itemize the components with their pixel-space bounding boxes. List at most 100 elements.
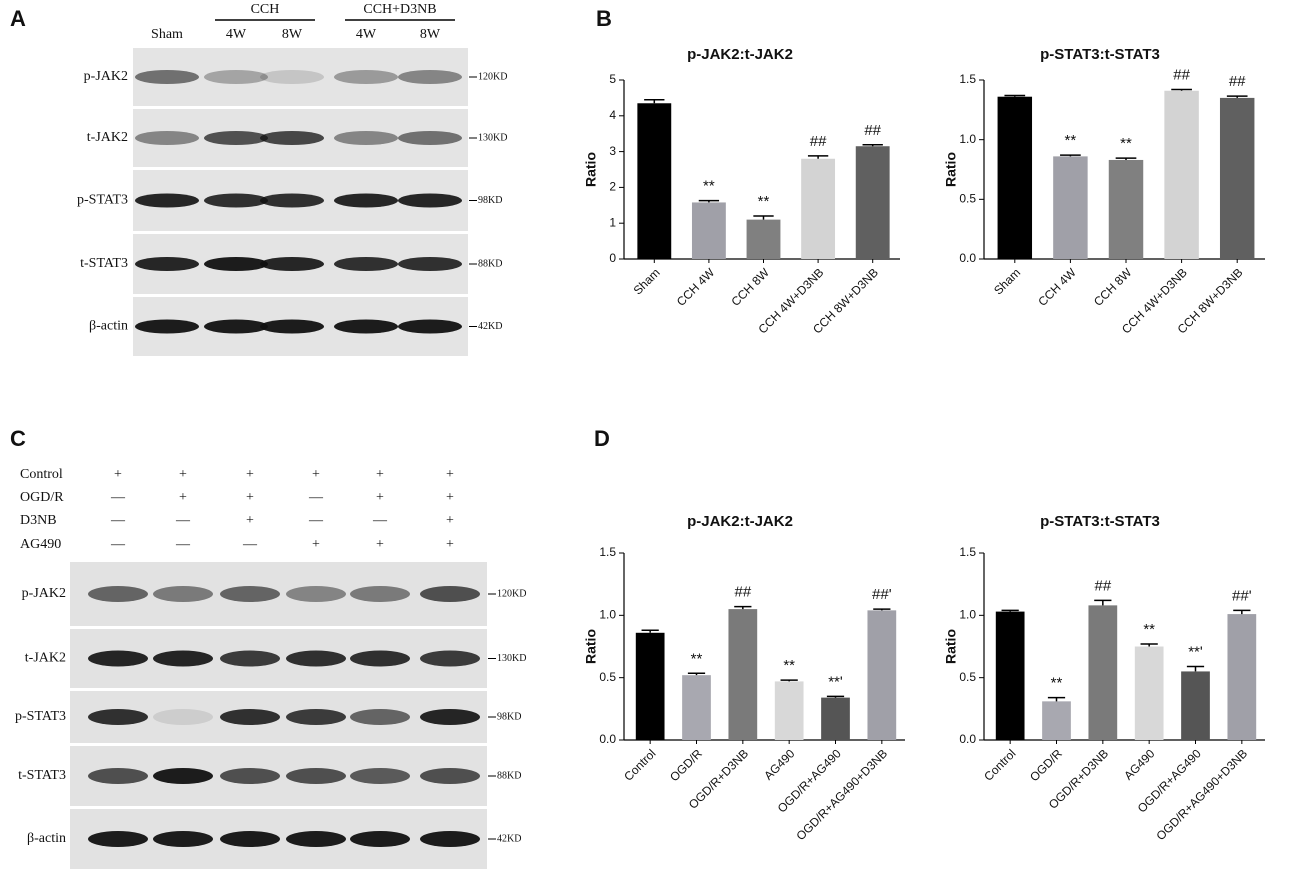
y-tick-label: 0.5	[959, 670, 976, 684]
treatment-sign: +	[179, 490, 187, 505]
treatment-sign: +	[446, 513, 454, 528]
treatment-sign: +	[446, 537, 454, 552]
band	[286, 831, 346, 847]
band	[334, 319, 398, 334]
x-tick-label: OGD/R	[1027, 746, 1065, 784]
annotation: ##	[864, 122, 881, 139]
treatment-sign: —	[372, 513, 388, 528]
error-bar	[644, 98, 665, 104]
error-bar	[1140, 643, 1158, 647]
band	[350, 650, 410, 667]
marker-label: 42KD	[478, 321, 502, 332]
y-axis-label: Ratio	[583, 629, 599, 664]
y-tick-label: 0.0	[959, 251, 976, 265]
bar	[1164, 90, 1199, 260]
band	[153, 650, 213, 667]
y-axis-label: Ratio	[943, 629, 959, 664]
band	[398, 193, 462, 208]
annotation: **'	[828, 673, 843, 690]
bar	[728, 609, 758, 740]
marker-label: 88KD	[478, 258, 502, 269]
error-bar	[807, 155, 829, 159]
error-bar	[641, 629, 659, 633]
marker-label: 98KD	[497, 711, 521, 722]
band	[286, 650, 346, 667]
y-tick-label: 0.0	[599, 732, 616, 746]
treatment-sign: +	[446, 490, 454, 505]
treatment-sign: —	[242, 537, 258, 552]
bar	[997, 96, 1033, 259]
error-bar	[1001, 609, 1019, 612]
error-bar	[1233, 609, 1251, 615]
annotation: ##	[1094, 577, 1111, 594]
x-tick-label: AG490	[1121, 746, 1158, 783]
marker-label: 130KD	[478, 132, 507, 143]
row-label: p-JAK2	[84, 69, 128, 84]
band	[220, 831, 280, 847]
lane-label: Sham	[151, 27, 183, 42]
x-tick-label: OGD/R+AG490+D3NB	[1154, 746, 1251, 843]
annotation: ##'	[1232, 587, 1252, 604]
band	[398, 319, 462, 334]
row-label: β-actin	[89, 319, 128, 334]
treatment-sign: —	[308, 490, 324, 505]
band	[286, 768, 346, 784]
band	[420, 709, 480, 725]
band	[88, 586, 148, 602]
y-tick-label: 1	[609, 215, 616, 229]
bar	[1108, 159, 1144, 259]
band	[135, 193, 199, 208]
band	[286, 586, 346, 602]
band	[350, 709, 410, 725]
annotation: **	[783, 657, 795, 674]
band	[260, 131, 324, 145]
error-bar	[1115, 157, 1137, 160]
treatment-sign: +	[246, 467, 254, 482]
bar	[821, 697, 850, 740]
band	[420, 586, 480, 602]
bar	[995, 611, 1025, 740]
error-bar	[1004, 94, 1026, 97]
bar	[867, 610, 897, 740]
treatment-sign: +	[179, 467, 187, 482]
treatment-sign: —	[110, 490, 126, 505]
error-bar	[826, 695, 845, 698]
error-bar	[780, 679, 798, 682]
error-bar	[1171, 88, 1192, 91]
treatment-sign: +	[312, 537, 320, 552]
annotation: ##	[734, 584, 751, 601]
bar	[1053, 156, 1088, 259]
annotation: ##	[1173, 67, 1190, 84]
annotation: **	[1143, 621, 1155, 638]
chart-title: p-STAT3:t-STAT3	[1040, 46, 1160, 63]
annotation: ##	[810, 133, 827, 150]
row-label: t-JAK2	[87, 130, 128, 145]
error-bar	[1226, 95, 1248, 98]
marker-label: 42KD	[497, 833, 521, 844]
treatment-sign: —	[308, 513, 324, 528]
treatment-label: OGD/R	[20, 490, 64, 505]
row-label: p-STAT3	[15, 709, 66, 724]
bar	[635, 632, 665, 740]
band	[420, 831, 480, 847]
band	[135, 131, 199, 145]
row-label: p-JAK2	[22, 586, 66, 601]
bar	[1134, 646, 1164, 740]
marker-label: 120KD	[478, 71, 507, 82]
x-tick-label: CCH 8W	[728, 265, 772, 309]
bar	[691, 202, 726, 259]
band	[286, 709, 346, 725]
error-bar	[734, 605, 752, 610]
band	[88, 650, 148, 667]
band	[220, 709, 280, 725]
chart-title: p-JAK2:t-JAK2	[687, 46, 793, 63]
chart-title: p-STAT3:t-STAT3	[1040, 513, 1160, 530]
treatment-sign: —	[175, 537, 191, 552]
y-tick-label: 3	[609, 144, 616, 158]
y-tick-label: 5	[609, 72, 616, 86]
row-label: p-STAT3	[77, 193, 128, 208]
error-bar	[1186, 665, 1205, 672]
row-label: β-actin	[27, 831, 66, 846]
y-tick-label: 1.5	[599, 545, 616, 559]
annotation: **	[758, 193, 770, 210]
